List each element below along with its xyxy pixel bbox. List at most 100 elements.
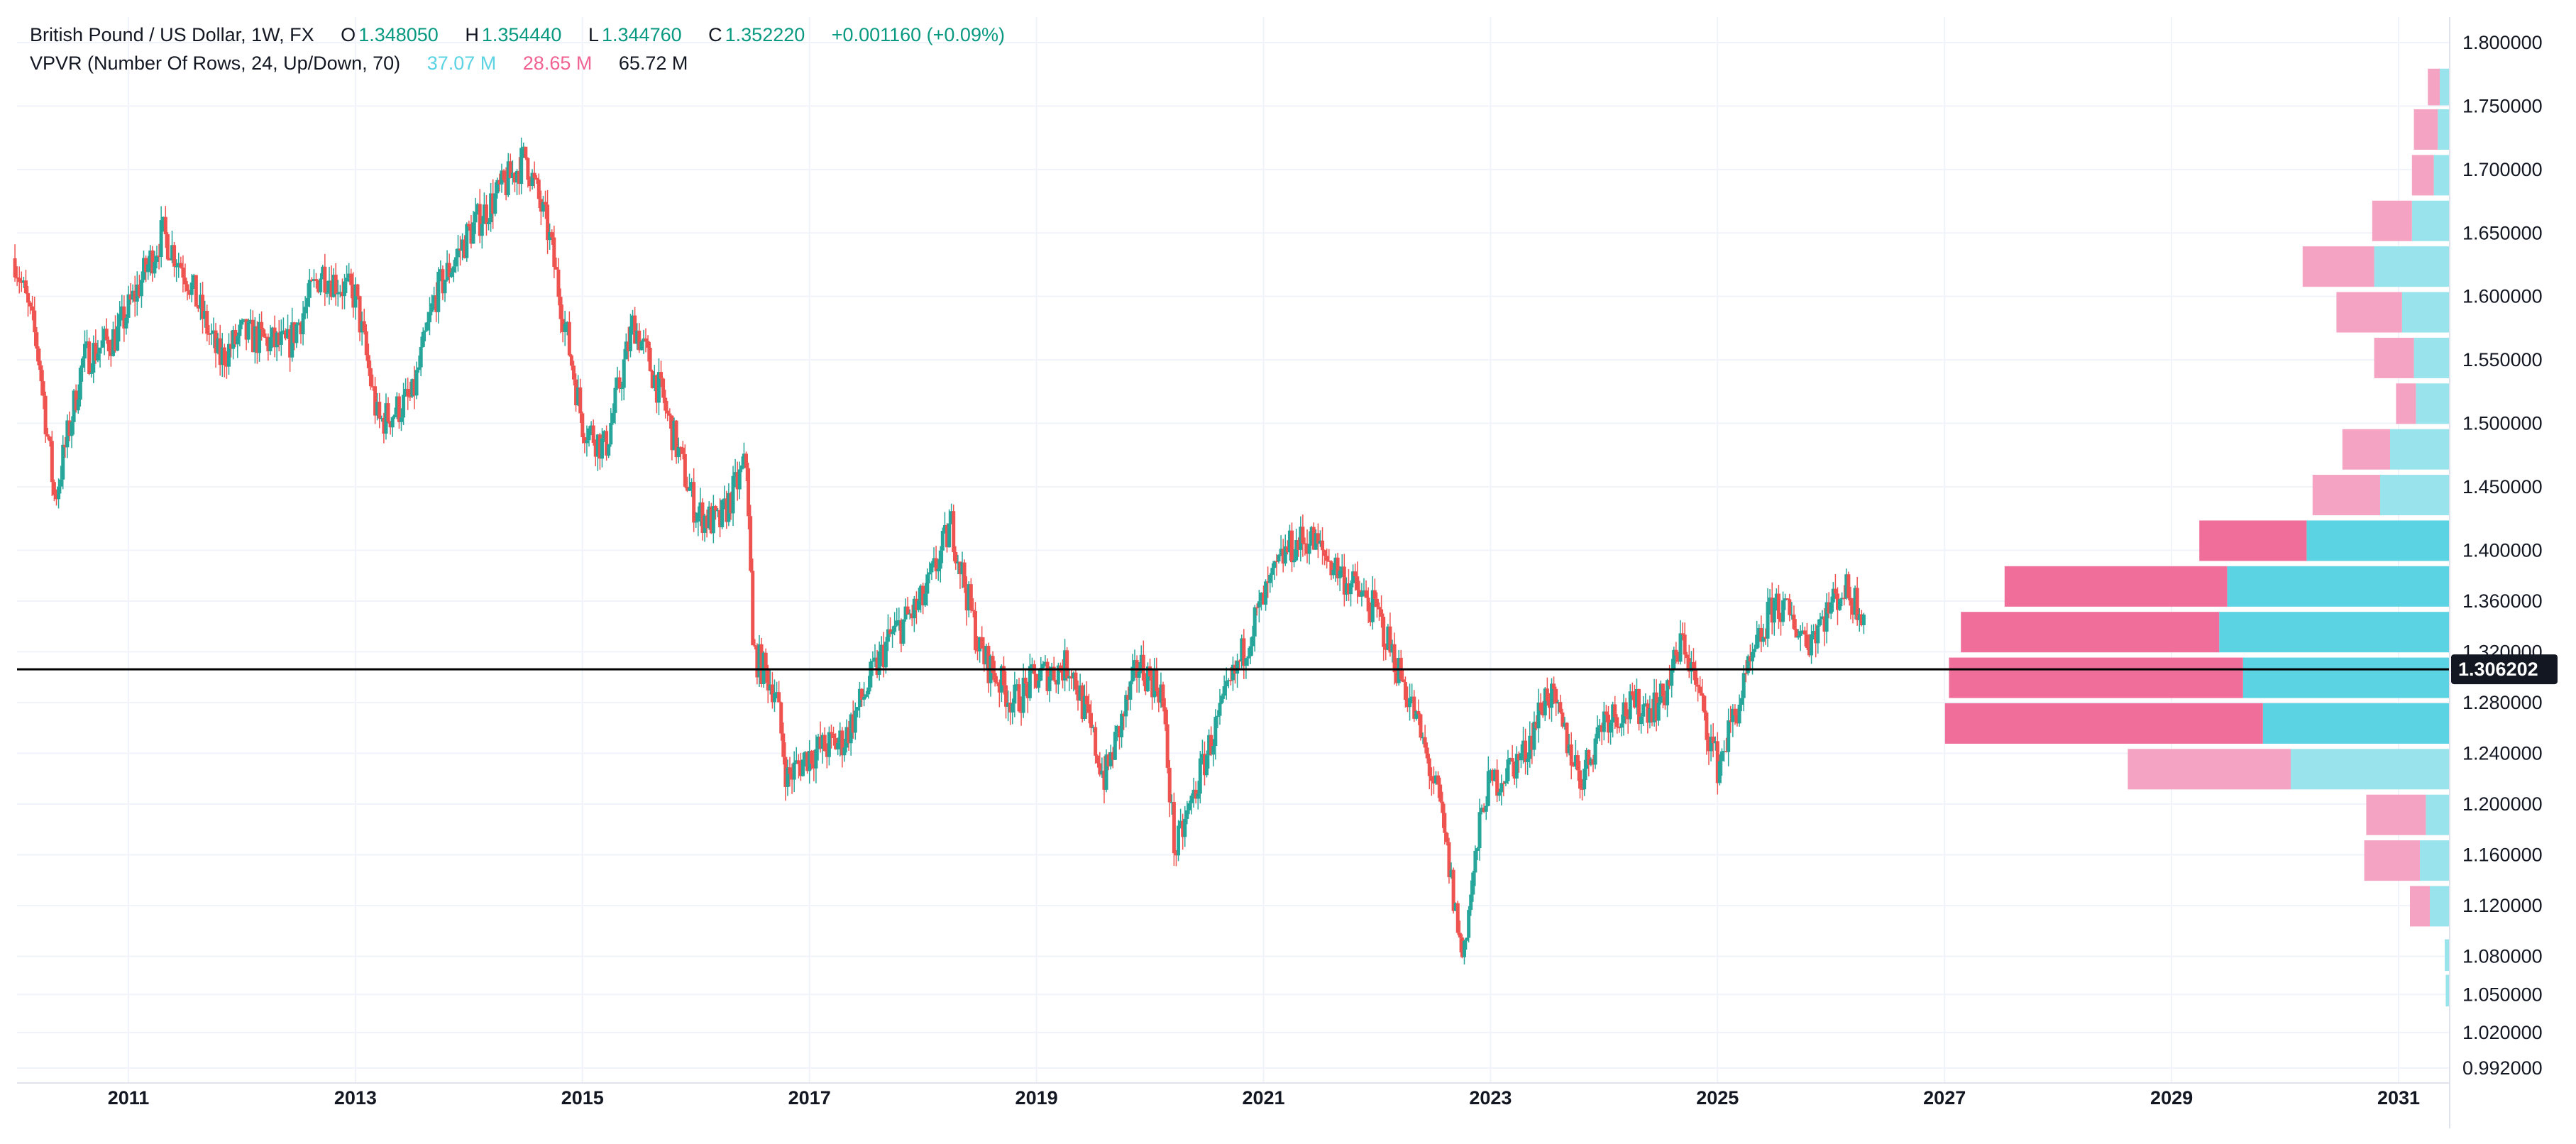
candle-body [554, 267, 558, 270]
candle-body [519, 148, 524, 185]
candle-body [661, 378, 666, 398]
candle-body [705, 515, 709, 529]
candle-body [609, 422, 613, 445]
volume-profile-down-bar [2396, 383, 2416, 424]
price-axis[interactable]: 1.800000 1.750000 1.700000 1.650000 1.600000… [2462, 32, 2543, 1079]
candle-body [240, 320, 244, 325]
candle-body [41, 381, 45, 396]
candle-body [1163, 707, 1167, 725]
candle-body [70, 422, 74, 436]
candle-body [183, 277, 187, 285]
candle-body [148, 250, 153, 265]
volume-profile-up-bar [2440, 68, 2450, 106]
candle-body [321, 266, 325, 279]
candle-body [844, 727, 849, 748]
indicator-title[interactable]: VPVR (Number Of Rows, 24, Up/Down, 70) [30, 53, 401, 74]
candle-body [1388, 626, 1392, 653]
candle-body [439, 269, 443, 272]
candle-body [1104, 754, 1108, 790]
candle-body [512, 172, 517, 183]
time-axis[interactable]: 2011 2013 2015 2017 2019 2021 2023 2025 2027 2029… [108, 1087, 2420, 1109]
candle-body [624, 341, 628, 360]
candle-body [1174, 853, 1178, 856]
candle-body [1408, 698, 1412, 708]
candle-body [196, 306, 200, 309]
price-axis-label: 1.200000 [2462, 793, 2543, 815]
candle-body [1480, 808, 1484, 813]
candle-body [1344, 583, 1348, 595]
candle-body [475, 204, 480, 212]
candle-body [1327, 561, 1331, 562]
volume-profile-up-bar [2227, 566, 2450, 607]
time-axis-label: 2013 [334, 1087, 377, 1109]
candle-body [120, 306, 124, 314]
candle-body [441, 269, 445, 294]
candle-body [59, 479, 63, 487]
symbol-title[interactable]: British Pound / US Dollar, 1W, FX [30, 24, 314, 45]
symbol-legend[interactable]: British Pound / US Dollar, 1W, FX O 1.348… [30, 24, 1008, 46]
volume-profile-down-bar [2410, 886, 2430, 927]
candle-body [1108, 752, 1113, 766]
candle-body [290, 322, 295, 358]
candle-body [1333, 557, 1338, 570]
candle-body [1822, 616, 1827, 632]
candle-body [1139, 654, 1143, 672]
candle-body [1384, 647, 1388, 650]
candle-body [751, 571, 755, 646]
candle-body [1102, 770, 1106, 790]
candle-body [207, 334, 211, 335]
candle-body [910, 613, 914, 619]
candle-body [916, 600, 920, 610]
candle-body [392, 414, 397, 418]
candle-body [866, 687, 871, 695]
indicator-legend[interactable]: VPVR (Number Of Rows, 24, Up/Down, 70) 3… [30, 53, 690, 75]
candle-body [1128, 681, 1133, 700]
candle-body [873, 657, 877, 661]
candle-body [587, 428, 591, 441]
candle-body [1257, 601, 1261, 607]
volume-profile-down-bar [2302, 246, 2374, 287]
volume-profile-down-bar [1944, 703, 2263, 744]
volume-profile-down-bar [2312, 475, 2380, 516]
candle-body [739, 465, 744, 470]
candlesticks [13, 137, 1866, 964]
candle-body [563, 324, 567, 332]
candle-body [1816, 625, 1820, 644]
candle-body [458, 248, 463, 251]
open-value: 1.348050 [358, 24, 439, 45]
candle-body [1580, 788, 1585, 790]
candle-body [1030, 664, 1034, 666]
candle-body [211, 330, 216, 334]
candle-body [82, 343, 87, 359]
candle-body [1591, 759, 1595, 765]
candle-body [626, 341, 630, 351]
candle-body [1360, 592, 1364, 597]
candle-body [1484, 805, 1488, 812]
candle-body [1855, 588, 1859, 620]
total-volume-value: 65.72 M [618, 53, 688, 74]
price-axis-label: 1.280000 [2462, 692, 2543, 713]
candle-body [1587, 749, 1591, 765]
candle-body [1770, 598, 1774, 623]
candle-body [116, 326, 120, 351]
candle-body [1759, 627, 1763, 642]
candle-body [1650, 708, 1654, 722]
candle-body [80, 358, 84, 368]
candle-body [644, 338, 648, 341]
candle-body [1514, 754, 1519, 779]
candle-body [923, 593, 928, 606]
candle-body [1449, 869, 1453, 878]
candle-body [958, 561, 962, 575]
candle-body [345, 277, 349, 282]
volume-profile-up-bar [2291, 749, 2450, 790]
candle-body [163, 216, 167, 235]
candle-body [205, 310, 209, 334]
candle-body [1113, 732, 1117, 760]
open-label: O [341, 24, 356, 45]
candle-body [1283, 546, 1287, 564]
candle-body [305, 297, 309, 307]
candle-body [419, 346, 423, 368]
candle-body [571, 365, 576, 380]
